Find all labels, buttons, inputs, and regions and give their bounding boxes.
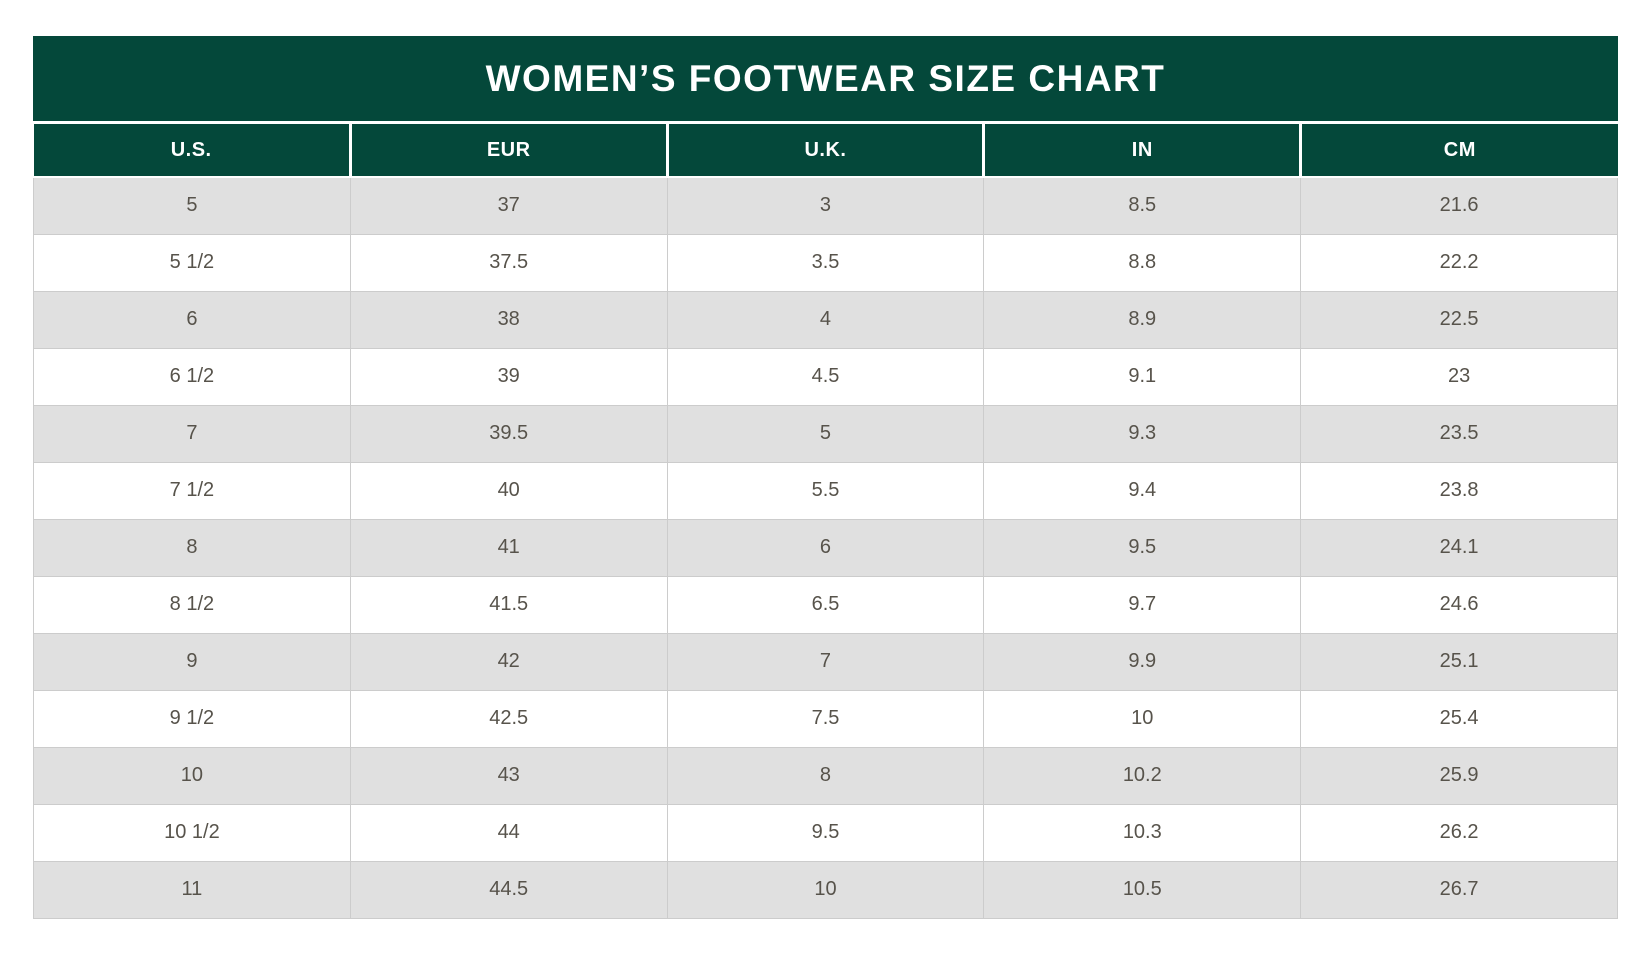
size-chart-title-bar: WOMEN’S FOOTWEAR SIZE CHART [33, 36, 1618, 121]
column-header-us: U.S. [33, 124, 351, 178]
table-row: 5 1/2 37.5 3.5 8.8 22.2 [33, 233, 1618, 292]
table-cell: 42 [349, 632, 668, 691]
table-cell: 8 1/2 [33, 575, 351, 634]
table-cell: 9.3 [983, 404, 1302, 463]
table-cell: 6.5 [666, 575, 985, 634]
table-cell: 25.9 [1300, 746, 1618, 805]
table-cell: 3 [666, 176, 985, 235]
table-row: 7 39.5 5 9.3 23.5 [33, 404, 1618, 463]
table-cell: 6 1/2 [33, 347, 351, 406]
table-row: 8 1/2 41.5 6.5 9.7 24.6 [33, 575, 1618, 634]
table-cell: 10 [33, 746, 351, 805]
table-cell: 7 [666, 632, 985, 691]
table-cell: 23 [1300, 347, 1618, 406]
table-cell: 10 [983, 689, 1302, 748]
table-cell: 9.5 [666, 803, 985, 862]
table-cell: 9.4 [983, 461, 1302, 520]
table-cell: 40 [349, 461, 668, 520]
table-cell: 3.5 [666, 233, 985, 292]
table-cell: 5 [666, 404, 985, 463]
table-cell: 41 [349, 518, 668, 577]
table-row: 6 38 4 8.9 22.5 [33, 290, 1618, 349]
table-row: 8 41 6 9.5 24.1 [33, 518, 1618, 577]
table-cell: 9.1 [983, 347, 1302, 406]
table-cell: 8.8 [983, 233, 1302, 292]
table-cell: 5 [33, 176, 351, 235]
table-cell: 10 1/2 [33, 803, 351, 862]
table-row: 5 37 3 8.5 21.6 [33, 176, 1618, 235]
table-cell: 5 1/2 [33, 233, 351, 292]
table-cell: 9 1/2 [33, 689, 351, 748]
table-cell: 8 [666, 746, 985, 805]
column-header-in: IN [982, 124, 1301, 178]
column-header-cm: CM [1299, 124, 1618, 178]
table-row: 11 44.5 10 10.5 26.7 [33, 860, 1618, 919]
table-cell: 7 [33, 404, 351, 463]
table-cell: 24.1 [1300, 518, 1618, 577]
table-cell: 10.3 [983, 803, 1302, 862]
table-cell: 39 [349, 347, 668, 406]
table-cell: 24.6 [1300, 575, 1618, 634]
table-cell: 22.5 [1300, 290, 1618, 349]
column-header-uk: U.K. [665, 124, 984, 178]
table-cell: 37 [349, 176, 668, 235]
table-cell: 8.5 [983, 176, 1302, 235]
table-row: 7 1/2 40 5.5 9.4 23.8 [33, 461, 1618, 520]
size-chart: WOMEN’S FOOTWEAR SIZE CHART U.S. EUR U.K… [33, 36, 1618, 919]
table-cell: 4 [666, 290, 985, 349]
column-header-eur: EUR [348, 124, 668, 178]
table-cell: 44 [349, 803, 668, 862]
table-row: 10 1/2 44 9.5 10.3 26.2 [33, 803, 1618, 862]
table-cell: 6 [666, 518, 985, 577]
table-row: 10 43 8 10.2 25.9 [33, 746, 1618, 805]
table-cell: 38 [349, 290, 668, 349]
table-cell: 9 [33, 632, 351, 691]
table-cell: 41.5 [349, 575, 668, 634]
table-cell: 44.5 [349, 860, 668, 919]
table-cell: 37.5 [349, 233, 668, 292]
table-cell: 23.5 [1300, 404, 1618, 463]
table-cell: 23.8 [1300, 461, 1618, 520]
table-cell: 4.5 [666, 347, 985, 406]
table-cell: 7 1/2 [33, 461, 351, 520]
table-cell: 21.6 [1300, 176, 1618, 235]
table-row: 9 1/2 42.5 7.5 10 25.4 [33, 689, 1618, 748]
table-cell: 26.7 [1300, 860, 1618, 919]
table-cell: 42.5 [349, 689, 668, 748]
table-cell: 10 [666, 860, 985, 919]
table-cell: 43 [349, 746, 668, 805]
table-cell: 10.2 [983, 746, 1302, 805]
table-cell: 7.5 [666, 689, 985, 748]
table-cell: 25.4 [1300, 689, 1618, 748]
table-cell: 26.2 [1300, 803, 1618, 862]
table-cell: 9.5 [983, 518, 1302, 577]
table-cell: 9.9 [983, 632, 1302, 691]
table-row: 9 42 7 9.9 25.1 [33, 632, 1618, 691]
size-chart-title: WOMEN’S FOOTWEAR SIZE CHART [485, 57, 1166, 99]
table-cell: 9.7 [983, 575, 1302, 634]
table-cell: 39.5 [349, 404, 668, 463]
table-row: 6 1/2 39 4.5 9.1 23 [33, 347, 1618, 406]
header-row: U.S. EUR U.K. IN CM [33, 124, 1618, 178]
table-cell: 8.9 [983, 290, 1302, 349]
size-chart-table: U.S. EUR U.K. IN CM 5 37 3 8.5 21.6 5 1/2 37.5… [33, 124, 1618, 919]
table-cell: 5.5 [666, 461, 985, 520]
table-cell: 10.5 [983, 860, 1302, 919]
size-chart-body: 5 37 3 8.5 21.6 5 1/2 37.5 3.5 8.8 22.2 6 38 4 8.9 22.… [33, 176, 1618, 919]
table-cell: 6 [33, 290, 351, 349]
table-cell: 22.2 [1300, 233, 1618, 292]
table-cell: 11 [33, 860, 351, 919]
table-cell: 8 [33, 518, 351, 577]
table-cell: 25.1 [1300, 632, 1618, 691]
